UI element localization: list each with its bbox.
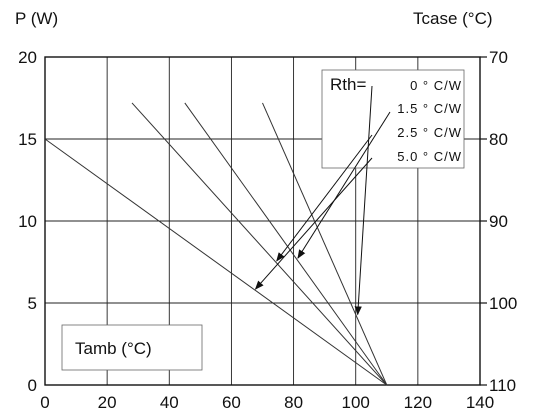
x-tick-label: 0 [40, 393, 49, 412]
legend-label-0: 0 ° C/W [410, 78, 462, 93]
right-axis-title: Tcase (°C) [413, 9, 493, 28]
legend-arrow-0 [354, 85, 373, 316]
legend-arrow-1 [297, 111, 391, 259]
legend-label-1: 1.5 ° C/W [397, 101, 462, 116]
right-tick-label: 80 [489, 130, 508, 149]
series-layer [44, 102, 388, 386]
legend-arrow-2 [276, 134, 373, 262]
legend-title: Rth= [330, 75, 366, 94]
x-axis-title: Tamb (°C) [75, 339, 152, 358]
x-tick-label: 80 [284, 393, 303, 412]
series-line-3 [44, 138, 388, 386]
series-line-2 [131, 102, 388, 386]
left-axis-title: P (W) [15, 9, 58, 28]
series-line-1 [184, 102, 388, 386]
legend-label-2: 2.5 ° C/W [397, 125, 462, 140]
tamb-box [61, 324, 203, 371]
ticks: 0 20 40 60 80 100 120 140 0 5 10 15 20 110 100 90 80 70 [18, 48, 517, 412]
x-tick-label: 60 [222, 393, 241, 412]
right-tick-label: 110 [489, 376, 516, 395]
right-tick-label: 70 [489, 48, 508, 67]
legend: 0 ° C/W 1.5 ° C/W 2.5 ° C/W 5.0 ° C/W [254, 78, 462, 316]
y-tick-label: 5 [28, 294, 37, 313]
x-tick-label: 100 [342, 393, 370, 412]
y-tick-label: 20 [18, 48, 37, 67]
x-tick-label: 120 [404, 393, 432, 412]
legend-label-3: 5.0 ° C/W [397, 149, 462, 164]
series-line-0 [262, 102, 388, 386]
y-tick-label: 0 [28, 376, 37, 395]
x-tick-label: 40 [160, 393, 179, 412]
right-tick-label: 100 [489, 294, 517, 313]
legend-box [321, 69, 465, 169]
right-tick-label: 90 [489, 212, 508, 231]
y-tick-label: 10 [18, 212, 37, 231]
x-tick-label: 140 [466, 393, 494, 412]
legend-arrow-3 [254, 157, 373, 290]
x-tick-label: 20 [98, 393, 117, 412]
y-tick-label: 15 [18, 130, 37, 149]
